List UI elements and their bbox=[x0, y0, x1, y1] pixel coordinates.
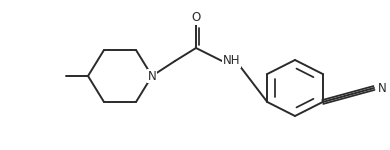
Text: O: O bbox=[191, 11, 200, 24]
Text: N: N bbox=[378, 81, 387, 94]
Text: NH: NH bbox=[223, 54, 241, 68]
Text: N: N bbox=[148, 69, 156, 82]
